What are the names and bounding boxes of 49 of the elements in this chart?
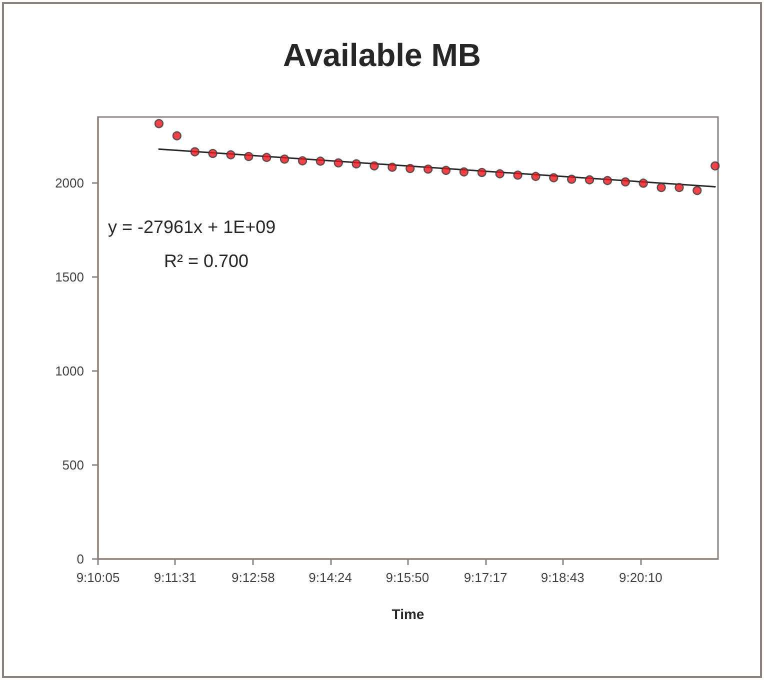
point [477,168,486,178]
point [262,152,272,162]
y-tick-label: 1500 [55,269,84,284]
x-tick-label: 9:18:43 [540,570,584,585]
y-tick-label: 500 [62,457,84,472]
point [584,175,594,184]
point [190,147,200,156]
x-tick-label: 9:17:17 [464,570,508,585]
point [495,169,504,178]
point [620,177,630,186]
chart-title: Available MB [283,37,481,73]
point [244,152,254,162]
point [656,182,666,192]
point [352,159,361,168]
point [423,164,433,174]
point [567,174,576,184]
point [513,170,522,180]
point [370,161,379,170]
point [172,131,182,140]
point [710,161,720,170]
point [280,154,290,164]
x-tick-label: 9:15:50 [386,570,430,585]
point [638,178,648,188]
x-tick-label: 9:14:24 [308,570,352,585]
annotation: y = -27961x + 1E+09 [108,217,276,237]
point [334,158,343,168]
x-tick-label: 9:10:05 [76,570,120,585]
point [549,173,558,182]
point [406,164,415,174]
point [226,150,236,160]
point [674,182,684,192]
x-axis-title: Time [392,606,424,622]
point [692,186,702,196]
y-tick-label: 2000 [55,175,84,190]
x-tick-label: 9:20:10 [618,570,662,585]
point [531,172,540,182]
point [602,176,612,186]
y-tick-label: 0 [76,552,84,566]
point [459,167,469,177]
annotation: R² = 0.700 [164,251,249,271]
point [441,166,451,176]
point [208,148,218,158]
point [316,156,326,166]
point [298,156,308,166]
point [388,162,397,172]
x-tick-label: 9:11:31 [154,570,196,585]
point [154,118,164,128]
y-tick-label: 1000 [55,363,84,378]
x-tick-label: 9:12:58 [231,570,275,585]
